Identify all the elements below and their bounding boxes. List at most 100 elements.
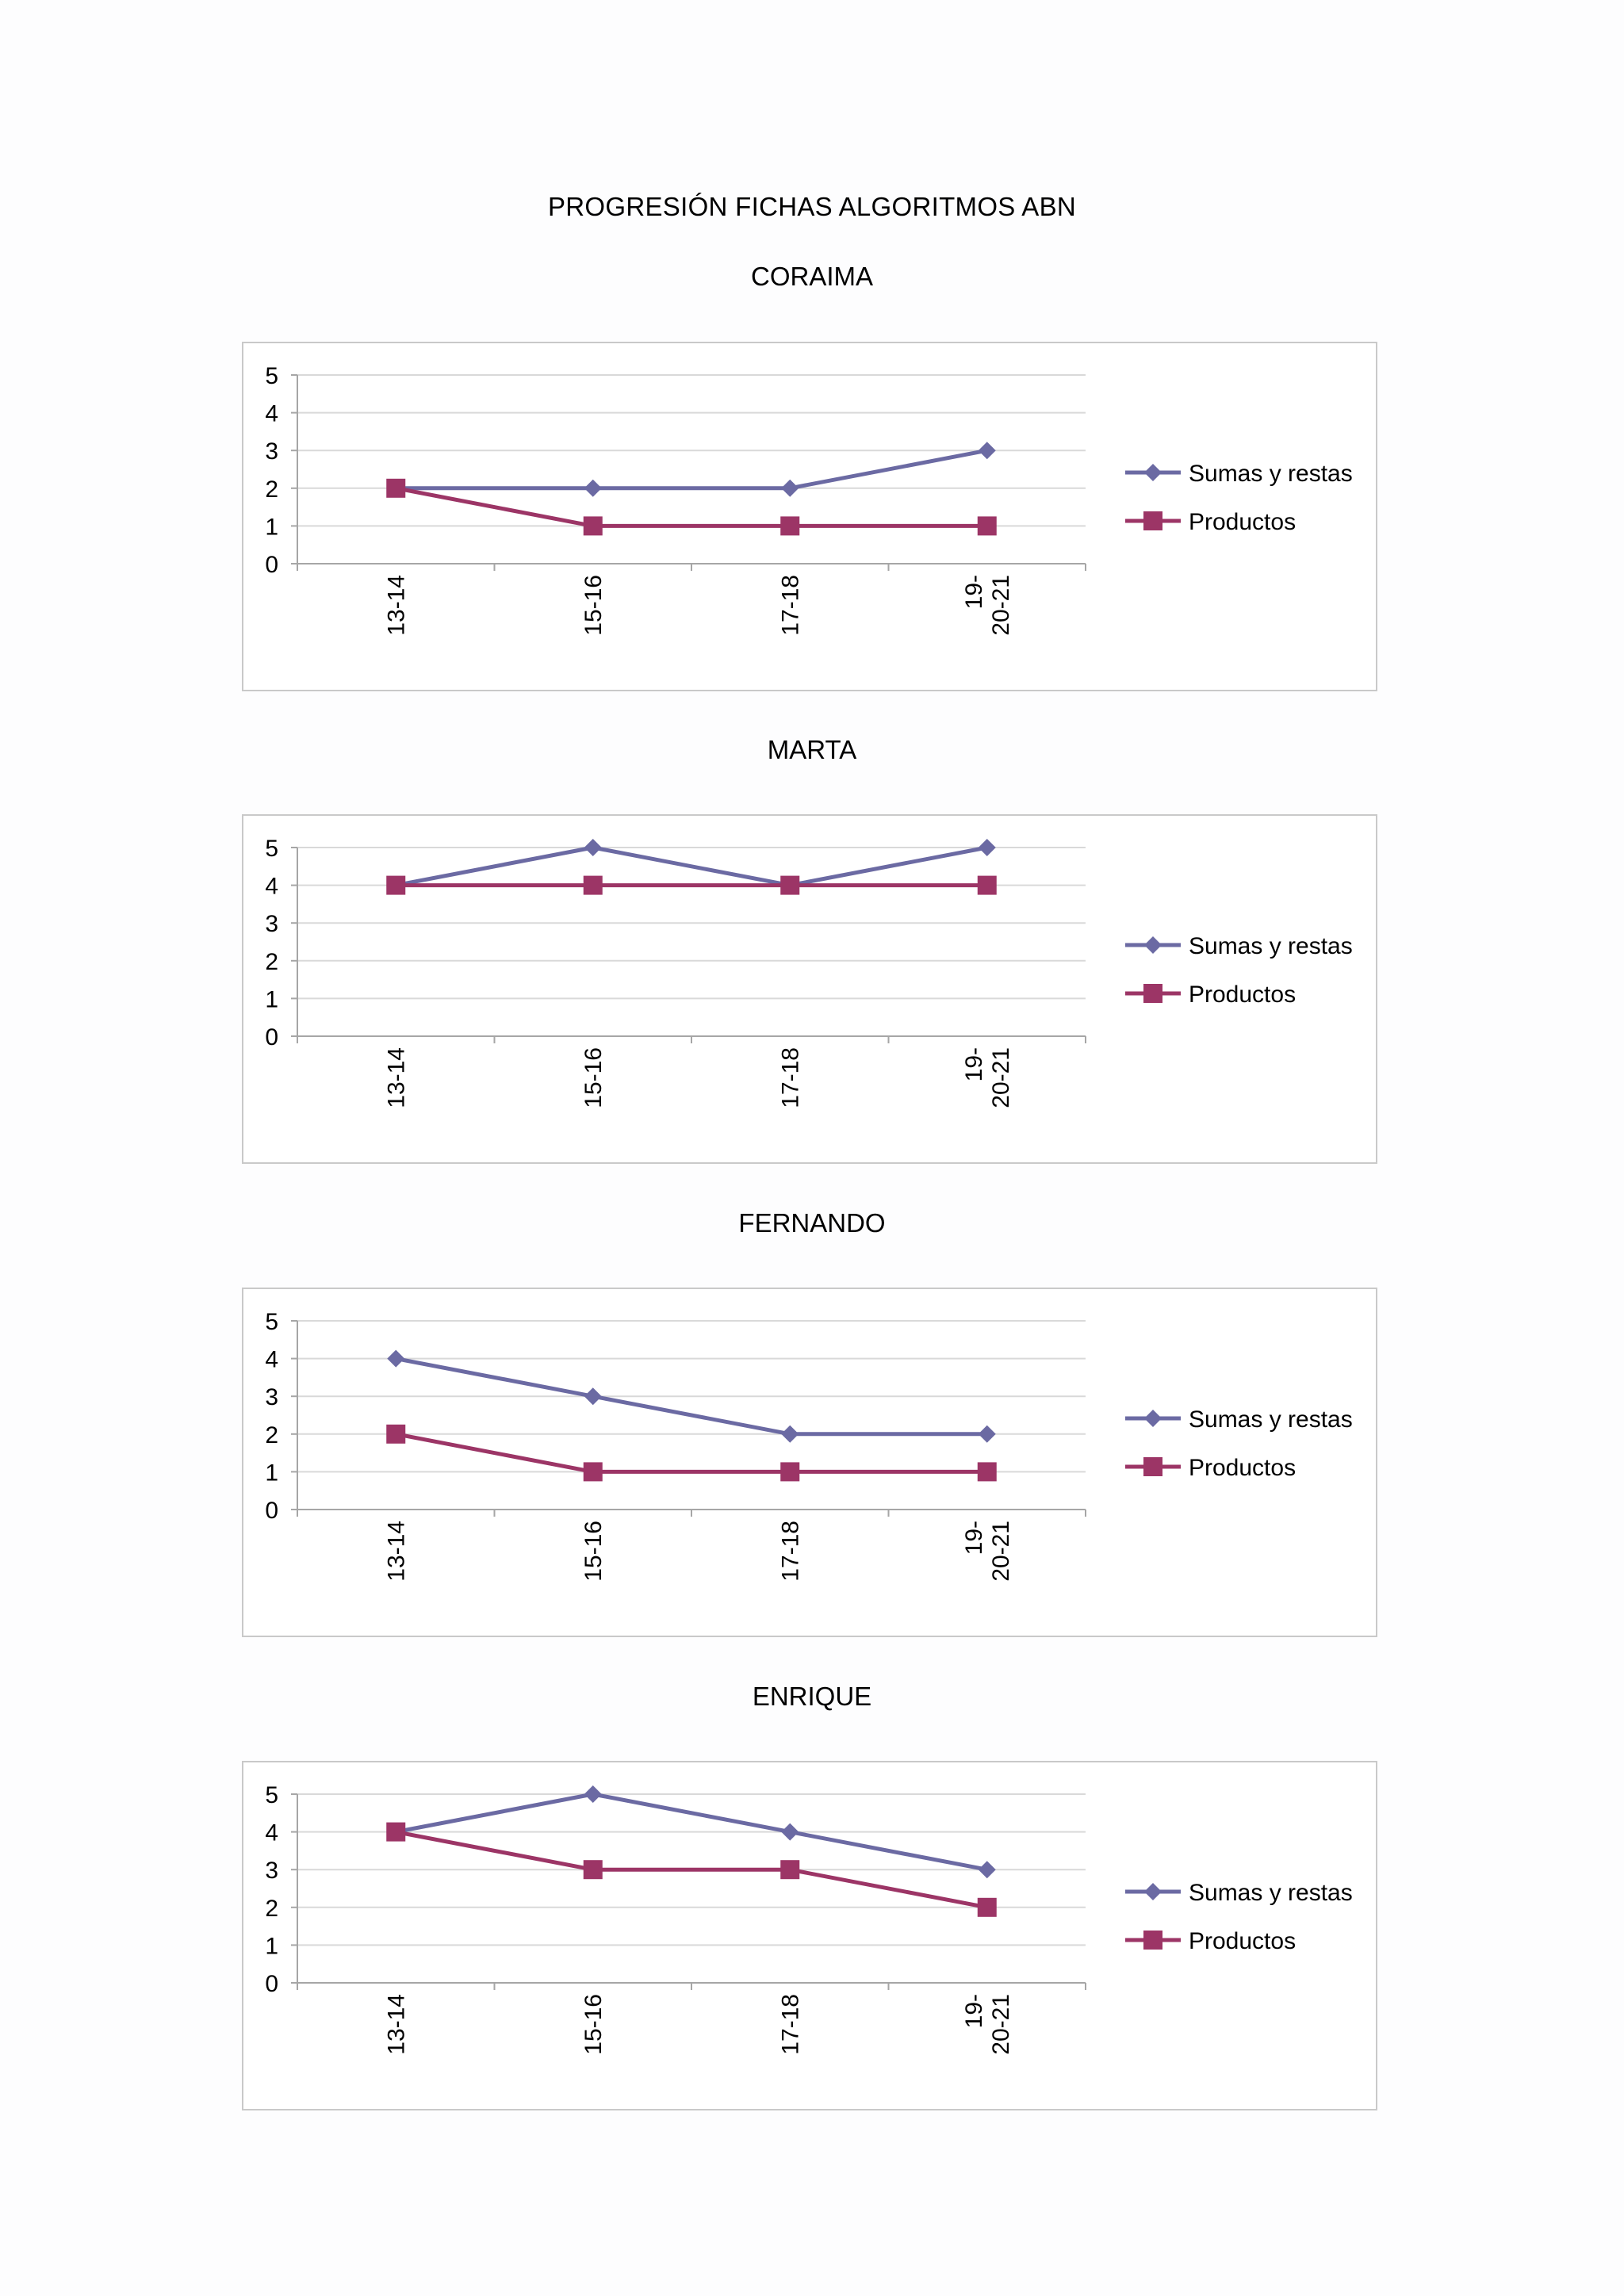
data-point-sumas-y-restas	[584, 1785, 602, 1803]
data-point-productos	[977, 875, 997, 895]
legend-marker-square	[1143, 984, 1162, 1003]
data-point-sumas-y-restas	[978, 839, 996, 856]
data-point-productos	[977, 1897, 997, 1917]
legend-label: Sumas y restas	[1189, 933, 1353, 959]
series-line-productos	[395, 486, 987, 528]
data-point-productos	[977, 516, 997, 536]
x-tick-label: 17-18	[777, 575, 803, 636]
y-tick-label: 5	[265, 1309, 278, 1335]
y-tick-label: 5	[265, 1782, 278, 1808]
legend-label: Productos	[1189, 1455, 1296, 1481]
x-tick-label: 20-21	[988, 1994, 1014, 2055]
data-point-productos	[386, 875, 406, 895]
y-tick-label: 3	[265, 1384, 278, 1410]
y-tick-label: 1	[265, 1460, 278, 1486]
chart-fernando: 0 1 2 3 4 5 13-14 15-16 17-18 19- 20-21 Sumas y res…	[242, 1288, 1377, 1637]
y-tick-label: 5	[265, 363, 278, 389]
data-point-sumas-y-restas	[584, 479, 602, 497]
x-tick-label: 13-14	[383, 1047, 409, 1108]
chart-title-coraima: CORAIMA	[750, 262, 873, 291]
chart-coraima: 0 1 2 3 4 5 13-14 15-16 17-18 19- 20-21 Sumas y res…	[242, 342, 1377, 691]
x-tick-label: 13-14	[383, 575, 409, 636]
data-point-sumas-y-restas	[978, 1861, 996, 1879]
legend-label: Productos	[1189, 509, 1296, 535]
legend-label: Productos	[1189, 982, 1296, 1008]
x-tick-label: 19-	[961, 1521, 987, 1555]
x-tick-label: 15-16	[580, 1047, 607, 1108]
y-tick-label: 0	[265, 1971, 278, 1997]
legend-marker-square	[1143, 1457, 1162, 1476]
legend-marker-diamond	[1144, 1410, 1162, 1427]
data-point-sumas-y-restas	[781, 1823, 799, 1841]
x-tick-label: 20-21	[988, 1047, 1014, 1108]
y-tick-label: 2	[265, 1896, 278, 1922]
x-tick-label: 19-	[961, 575, 987, 609]
page-title: PROGRESIÓN FICHAS ALGORITMOS ABN	[547, 192, 1077, 221]
x-tick-label: 15-16	[580, 1521, 607, 1582]
x-tick-label: 17-18	[777, 1047, 803, 1108]
legend-label: Sumas y restas	[1189, 1406, 1353, 1433]
data-point-productos	[583, 875, 603, 895]
legend-label: Sumas y restas	[1189, 1880, 1353, 1906]
legend-marker-diamond	[1144, 936, 1162, 954]
chart-title-enrique: ENRIQUE	[752, 1682, 872, 1711]
x-tick-label: 20-21	[988, 575, 1014, 636]
chart-fernando-svg: 0 1 2 3 4 5 13-14 15-16 17-18 19- 20-21 Sumas y res…	[265, 1309, 1353, 1582]
data-point-productos	[583, 1860, 603, 1880]
data-point-productos	[583, 1462, 603, 1482]
data-point-sumas-y-restas	[387, 1349, 405, 1368]
y-tick-label: 0	[265, 1024, 278, 1050]
data-point-productos	[780, 1860, 800, 1880]
y-tick-label: 1	[265, 514, 278, 540]
series-line-sumas-y-restas	[395, 1792, 988, 1872]
x-tick-label: 17-18	[777, 1521, 803, 1582]
series-line-productos	[395, 1432, 987, 1474]
y-tick-label: 2	[265, 476, 278, 503]
data-point-sumas-y-restas	[584, 839, 602, 856]
y-tick-label: 3	[265, 1858, 278, 1884]
data-point-productos	[780, 516, 800, 536]
y-tick-label: 1	[265, 986, 278, 1012]
series-line-sumas-y-restas	[395, 1357, 987, 1437]
y-tick-label: 2	[265, 949, 278, 975]
legend-marker-square	[1143, 1931, 1162, 1950]
x-tick-label: 20-21	[988, 1521, 1014, 1582]
data-point-productos	[780, 875, 800, 895]
data-point-productos	[386, 1822, 406, 1842]
y-tick-label: 3	[265, 438, 278, 465]
x-tick-label: 19-	[961, 1047, 987, 1081]
y-tick-label: 3	[265, 911, 278, 937]
chart-enrique-svg: 0 1 2 3 4 5 13-14 15-16 17-18 19- 20-21 Sumas y res…	[265, 1782, 1353, 2055]
chart-title-fernando: FERNANDO	[738, 1208, 886, 1238]
legend-marker-diamond	[1144, 464, 1162, 481]
data-point-sumas-y-restas	[978, 1425, 996, 1443]
x-tick-label: 13-14	[383, 1994, 409, 2055]
y-tick-label: 5	[265, 836, 278, 862]
chart-enrique: 0 1 2 3 4 5 13-14 15-16 17-18 19- 20-21 Sumas y res…	[242, 1761, 1377, 2110]
series-line-sumas-y-restas	[395, 845, 988, 888]
y-tick-label: 4	[265, 1347, 278, 1373]
y-tick-label: 4	[265, 401, 278, 427]
y-tick-label: 0	[265, 552, 278, 578]
data-point-sumas-y-restas	[978, 442, 996, 460]
y-tick-label: 4	[265, 874, 278, 900]
data-point-sumas-y-restas	[781, 1425, 799, 1443]
series-line-sumas-y-restas	[396, 448, 988, 491]
x-tick-label: 19-	[961, 1994, 987, 2028]
chart-title-marta: MARTA	[767, 735, 857, 764]
data-point-productos	[977, 1462, 997, 1482]
x-tick-label: 15-16	[580, 575, 607, 636]
data-point-productos	[780, 1462, 800, 1482]
data-point-sumas-y-restas	[781, 479, 799, 497]
data-point-productos	[386, 1424, 406, 1444]
y-tick-label: 2	[265, 1422, 278, 1448]
legend-label: Productos	[1189, 1928, 1296, 1954]
y-tick-label: 1	[265, 1933, 278, 1959]
x-tick-label: 13-14	[383, 1521, 409, 1582]
chart-marta: 0 1 2 3 4 5 13-14 15-16 17-18 19- 20-21 Sumas y res…	[242, 814, 1377, 1164]
chart-marta-svg: 0 1 2 3 4 5 13-14 15-16 17-18 19- 20-21 Sumas y res…	[265, 836, 1353, 1108]
series-line-productos	[395, 1830, 988, 1910]
chart-coraima-svg: 0 1 2 3 4 5 13-14 15-16 17-18 19- 20-21 Sumas y res…	[265, 363, 1352, 636]
data-point-productos	[386, 478, 406, 498]
legend-marker-square	[1143, 511, 1162, 530]
